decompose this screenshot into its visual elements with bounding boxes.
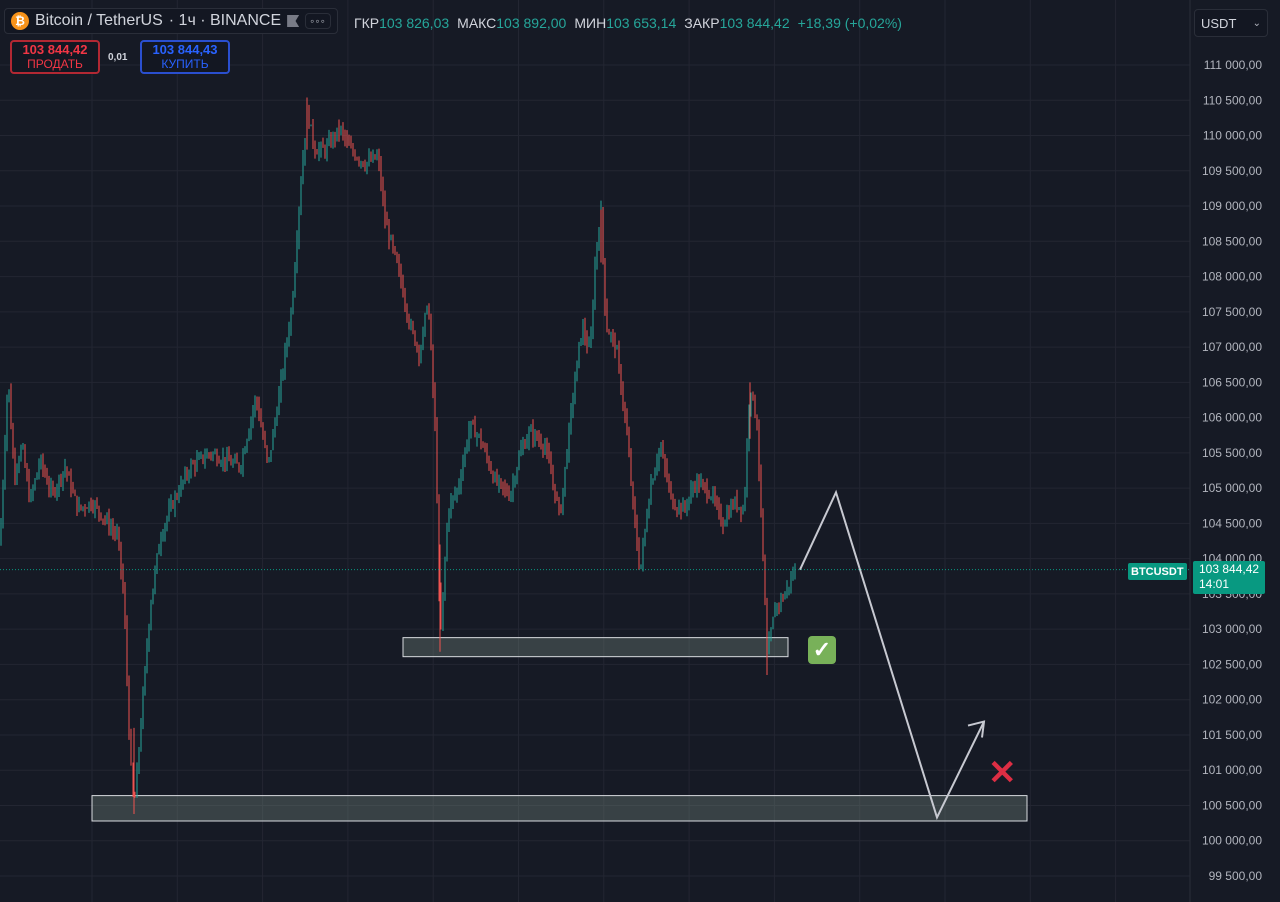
low-value: 103 653,14 — [606, 15, 677, 31]
horizontal-gridlines — [0, 64, 1190, 877]
sell-label: ПРОДАТЬ — [27, 57, 83, 71]
symbol-price-tag: BTCUSDT — [1128, 563, 1187, 580]
price-axis[interactable]: 111 000,00 110 500,00 110 000,00 109 500,00… — [1189, 0, 1280, 902]
ohlc-legend: ГКР 103 826,03 МАКС 103 892,00 МИН 103 653,… — [354, 14, 902, 32]
price-tick-label: 106 000,00 — [1202, 411, 1262, 425]
price-tick-label: 100 000,00 — [1202, 834, 1262, 848]
price-tick-label: 104 500,00 — [1202, 516, 1262, 530]
candlestick-series — [0, 97, 796, 814]
buy-label: КУПИТЬ — [161, 57, 209, 71]
bitcoin-icon: ₿ — [11, 12, 29, 30]
last-price-tag: 103 844,42 14:01 — [1193, 561, 1265, 594]
cross-mark-icon: ✕ — [988, 754, 1017, 792]
flag-icon[interactable] — [287, 15, 300, 27]
price-tick-label: 100 500,00 — [1202, 798, 1262, 812]
chevron-down-icon: ⌄ — [1252, 17, 1261, 29]
price-axis-background — [1190, 0, 1280, 902]
price-tick-label: 109 500,00 — [1202, 164, 1262, 178]
price-tick-label: 110 000,00 — [1203, 129, 1262, 143]
price-tick-label: 108 500,00 — [1202, 234, 1262, 248]
high-label: МАКС — [457, 15, 497, 31]
price-tick-label: 101 500,00 — [1202, 728, 1262, 742]
currency-select[interactable]: USDT ⌄ — [1194, 9, 1268, 37]
close-value: 103 844,42 — [719, 15, 790, 31]
price-tick-label: 103 000,00 — [1202, 622, 1262, 636]
upper-support-zone[interactable] — [402, 637, 789, 658]
price-tick-label: 108 000,00 — [1202, 270, 1262, 284]
low-label: МИН — [574, 15, 607, 31]
interval-exchange[interactable]: · 1ч · BINANCE — [168, 12, 282, 29]
price-tick-label: 111 000,00 — [1204, 58, 1263, 72]
support-zones[interactable] — [91, 637, 1028, 822]
price-tick-label: 99 500,00 — [1209, 869, 1263, 883]
price-tick-label: 110 500,00 — [1203, 93, 1262, 107]
price-tick-label: 102 500,00 — [1202, 657, 1262, 671]
open-value: 103 826,03 — [379, 15, 450, 31]
price-tick-label: 107 500,00 — [1202, 305, 1262, 319]
buy-price: 103 844,43 — [152, 42, 218, 57]
price-tick-label: 101 000,00 — [1202, 763, 1262, 777]
sell-button[interactable]: 103 844,42 ПРОДАТЬ — [10, 40, 100, 74]
lower-support-zone[interactable] — [91, 795, 1028, 822]
open-label: ГКР — [354, 15, 380, 31]
change-value: +18,39 (+0,02%) — [797, 15, 902, 31]
projection-path[interactable] — [799, 489, 985, 821]
check-mark-icon: ✓ — [808, 636, 836, 664]
high-value: 103 892,00 — [496, 15, 567, 31]
price-tick-label: 106 500,00 — [1202, 375, 1262, 389]
bar-countdown: 14:01 — [1199, 577, 1230, 591]
currency-value: USDT — [1201, 15, 1237, 31]
price-tick-label: 109 000,00 — [1202, 199, 1262, 213]
buy-button[interactable]: 103 844,43 КУПИТЬ — [140, 40, 230, 74]
sell-price: 103 844,42 — [22, 42, 88, 57]
more-options-icon[interactable]: ◦◦◦ — [305, 13, 331, 29]
symbol-search[interactable]: ₿ Bitcoin / TetherUS · 1ч · BINANCE ◦◦◦ — [4, 8, 338, 34]
price-tick-label: 107 000,00 — [1202, 340, 1262, 354]
last-price-value: 103 844,42 — [1199, 562, 1260, 576]
projection-arrowhead — [967, 720, 986, 738]
price-tick-label: 105 500,00 — [1202, 446, 1262, 460]
price-tick-label: 105 000,00 — [1202, 481, 1262, 495]
spread-value: 0,01 — [108, 52, 128, 63]
price-tick-label: 102 000,00 — [1202, 693, 1262, 707]
symbol-name[interactable]: Bitcoin / TetherUS — [35, 12, 163, 29]
close-label: ЗАКР — [684, 15, 720, 31]
